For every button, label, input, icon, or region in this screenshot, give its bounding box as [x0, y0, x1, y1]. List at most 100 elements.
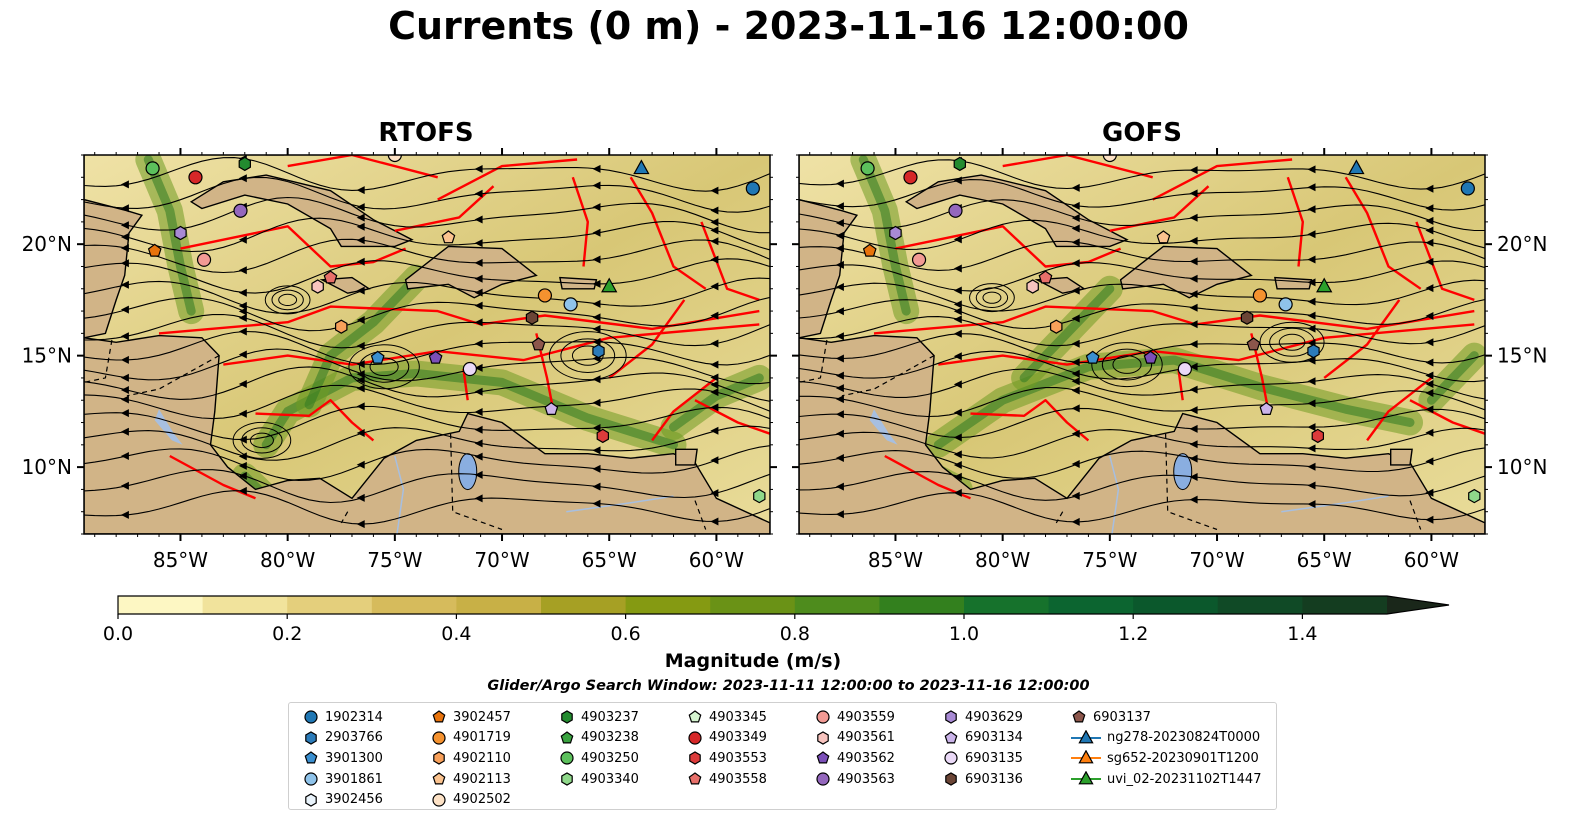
streamline-arrow — [356, 257, 365, 266]
colorbar-bin — [1133, 596, 1219, 614]
x-tick-label: 80°W — [975, 548, 1030, 572]
streamline — [799, 492, 1485, 523]
streamline-arrow — [710, 237, 719, 246]
y-tick-label: 20°N — [1497, 232, 1547, 256]
float-marker — [145, 161, 160, 176]
streamline-arrow — [238, 235, 247, 244]
streamline-arrow — [835, 454, 844, 462]
streamline-arrow — [1425, 405, 1434, 414]
float-marker — [387, 155, 402, 163]
streamline-arrow — [710, 489, 719, 498]
legend-item: sg652-20230901T1200 — [1071, 748, 1261, 769]
float-marker — [1102, 155, 1117, 163]
streamline-arrow — [835, 283, 844, 291]
streamline-arrow — [356, 360, 365, 369]
streamline-arrow — [1071, 314, 1080, 323]
float-marker — [688, 731, 702, 745]
float-marker — [561, 772, 573, 786]
streamline-arrow — [238, 307, 247, 316]
float-marker — [1049, 319, 1063, 334]
streamline-arrow — [1307, 165, 1316, 174]
legend-item: 4903349 — [687, 728, 767, 749]
colorbar-bin — [625, 596, 711, 614]
streamline-arrow — [592, 279, 601, 288]
country-border — [450, 433, 503, 531]
float-marker — [601, 277, 618, 293]
streamline-arrow — [835, 202, 844, 211]
streamline-arrow — [710, 206, 719, 215]
float-marker — [432, 772, 446, 785]
streamline-arrow — [1071, 369, 1080, 378]
float-marker — [948, 203, 963, 218]
legend-column: 3902457 4901719 4902110 4902113 4902502 — [431, 707, 511, 810]
legend-label: 4903629 — [965, 709, 1023, 725]
streamline-arrow — [835, 354, 844, 363]
streamline — [799, 368, 1485, 400]
float-marker — [1143, 350, 1158, 364]
streamline-arrow — [835, 244, 844, 253]
eddy-streamline — [1101, 348, 1153, 381]
legend-label: 4903563 — [837, 771, 895, 787]
streamline — [799, 298, 1485, 330]
y-tick-label: 15°N — [22, 344, 72, 368]
legend-item: 4902502 — [431, 789, 511, 810]
legend-item: 3902456 — [303, 789, 383, 810]
streamline-arrow — [1425, 488, 1434, 497]
legend-label: 3901300 — [325, 750, 383, 766]
legend-column: 1902314 2903766 3901300 3901861 3902456 — [303, 707, 383, 810]
streamline-arrow — [1307, 500, 1316, 509]
eez-boundary — [1286, 176, 1304, 267]
pentagon-marker-icon — [304, 751, 318, 764]
streamline-arrow — [474, 439, 483, 448]
streamline-arrow — [1425, 515, 1434, 524]
streamline — [84, 217, 770, 253]
streamline-arrow — [120, 355, 129, 364]
float-marker — [335, 319, 348, 334]
legend-item: 3901300 — [303, 748, 383, 769]
streamline-arrow — [356, 236, 365, 245]
eez-boundary — [1002, 155, 1154, 179]
streamline-arrow — [1425, 238, 1434, 247]
float-marker — [745, 181, 760, 196]
streamline-arrow — [710, 373, 719, 382]
colorbar-bin — [1048, 596, 1134, 614]
float-marker — [1026, 279, 1039, 294]
colorbar-tick-label: 0.0 — [103, 623, 133, 645]
streamline — [84, 490, 770, 525]
hexagon-marker-icon — [689, 751, 701, 766]
streamline-arrow — [1071, 358, 1080, 367]
streamline — [84, 366, 770, 402]
streamline-arrow — [356, 493, 365, 502]
streamline-arrow — [710, 339, 719, 348]
streamline — [84, 445, 770, 481]
eez-boundary — [873, 305, 1475, 335]
float-marker — [1240, 310, 1254, 325]
legend-label: uvi_02-20231102T1447 — [1107, 771, 1262, 787]
lake-maracaibo — [1173, 453, 1193, 491]
eez-boundary — [1177, 368, 1184, 401]
streamline-arrow — [474, 189, 483, 198]
colorbar-label: Magnitude (m/s) — [664, 650, 842, 672]
float-marker — [432, 793, 446, 807]
pentagon-marker-icon — [944, 731, 958, 744]
float-marker — [944, 751, 958, 766]
streamline-arrow — [592, 499, 601, 508]
streamline-arrow — [953, 461, 962, 469]
legend-item: 6903136 — [943, 769, 1023, 790]
lake-nicaragua — [869, 409, 898, 445]
streamline-arrow — [1307, 205, 1316, 214]
legend-column: 4903559 4903561 4903562 4903563 — [815, 707, 895, 789]
map-axes-rtofs: 85°W 80°W 75°W 70°W 65°W 60°W 10°N 15°N 20°N — [22, 148, 777, 572]
figure-title: Currents (0 m) - 2023-11-16 12:00:00 — [388, 4, 1189, 48]
streamline-arrow — [710, 226, 719, 235]
streamline-arrow — [1189, 473, 1198, 481]
streamline — [84, 277, 770, 314]
streamline-arrow — [356, 402, 365, 411]
circle-marker-icon — [944, 751, 958, 766]
streamline-arrow — [1189, 236, 1198, 245]
streamline-arrow — [356, 520, 365, 529]
streamline-arrow — [1071, 517, 1080, 526]
current-core — [1426, 351, 1479, 405]
streamline-arrow — [953, 352, 962, 361]
streamline-arrow — [1425, 380, 1434, 388]
